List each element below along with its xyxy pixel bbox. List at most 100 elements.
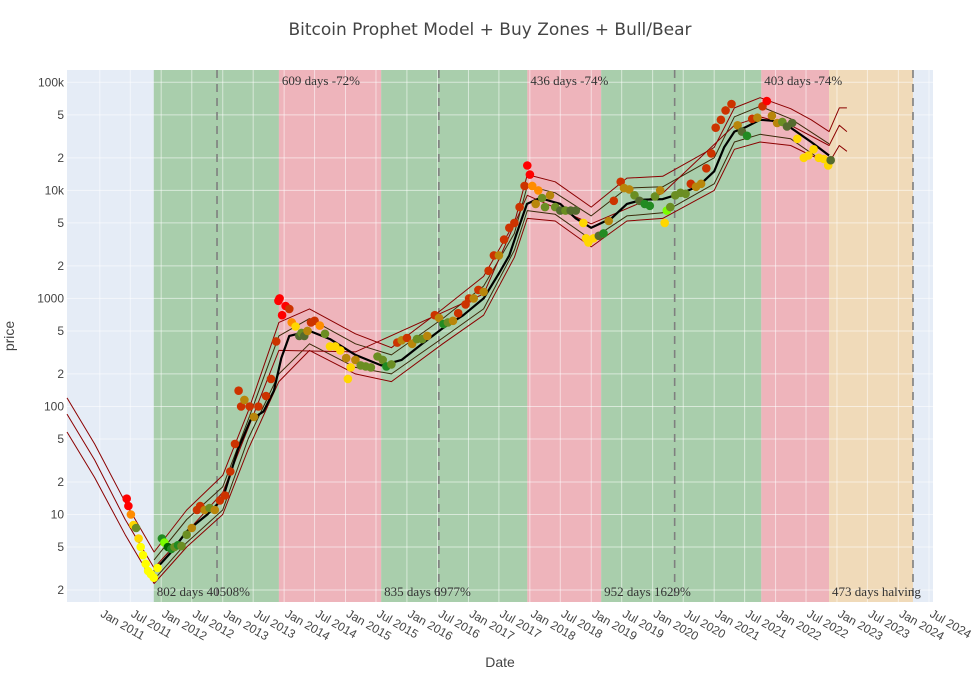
price-point [523,161,532,170]
price-point [579,218,588,228]
price-point [515,202,524,212]
price-point [141,559,150,569]
y-tick-label: 5 [57,216,64,230]
price-point [266,374,276,384]
price-point [707,149,716,158]
price-point [534,186,543,195]
zone-label: 473 days halving [832,584,921,599]
price-point [604,216,613,226]
price-point [609,196,619,206]
price-point [182,530,191,539]
zone-halving [829,70,913,602]
y-tick-label: 100k [38,75,65,89]
price-point [660,218,669,228]
price-point [303,326,312,336]
zone-labels: 802 days 40508% 609 days -72% 835 days 697… [157,73,922,599]
price-point [177,541,186,551]
y-tick-label: 5 [57,540,64,554]
zone-label: 802 days 40508% [157,584,250,599]
y-tick-label: 1000 [37,291,64,305]
zone-label: 403 days -74% [764,73,842,88]
price-point [136,542,145,552]
y-tick-label: 5 [57,108,64,122]
price-point [230,439,240,449]
price-point [727,99,736,109]
price-point [131,523,141,533]
price-point [520,181,529,191]
y-tick-label: 10 [51,508,65,522]
price-points [122,96,835,582]
price-point [650,192,660,201]
price-point [721,106,730,115]
price-point [448,316,458,326]
price-point [423,331,432,341]
zone-label: 436 days -74% [530,73,608,88]
series-line-upper-inner [153,105,830,561]
y-tick-label: 10k [45,183,65,197]
price-point [733,121,742,130]
price-point [499,235,509,244]
price-point [234,386,243,396]
gridlines [67,70,933,602]
price-point [341,353,351,363]
price-point [134,534,143,543]
halving-lines [216,70,914,602]
price-point [153,563,162,573]
price-point [702,164,711,173]
price-point [666,202,675,212]
price-point [762,96,772,106]
price-point [220,491,230,500]
series-line-model [153,118,830,572]
price-point [187,523,197,533]
price-point [655,186,665,195]
price-point [494,251,504,260]
price-point [484,266,493,276]
price-point [149,573,159,582]
price-point [343,374,353,384]
price-point [809,145,818,154]
price-point [571,206,581,215]
price-point [630,191,639,200]
price-point [645,201,655,211]
price-point [510,218,519,228]
price-point [599,229,608,238]
price-point [254,402,263,411]
price-point [285,304,294,314]
y-tick-label: 5 [57,324,64,338]
price-point [336,346,345,355]
price-point [469,294,479,303]
price-point [236,402,246,411]
price-point [291,322,300,331]
price-point [767,111,777,121]
price-point [402,333,412,343]
price-point [240,395,249,405]
price-point [366,363,376,372]
price-point [525,170,535,179]
price-point [261,391,271,401]
price-point [387,360,396,369]
price-point [787,118,797,128]
price-point [545,191,555,200]
zone-buy [601,70,762,602]
price-point [277,310,287,320]
zone-label: 952 days 1629% [604,584,691,599]
y-tick-label: 2 [57,151,64,165]
price-point [527,181,537,191]
price-point [625,185,634,194]
price-point [320,329,330,339]
price-point [453,308,463,318]
price-point [531,199,540,209]
zones-layer [153,70,913,602]
zone-label: 835 days 6977% [384,584,471,599]
zone-bear [761,70,830,602]
price-point [793,134,802,144]
series-line-lower-outer [66,141,848,584]
price-point [819,154,829,164]
price-point [124,501,133,511]
price-point [210,505,220,515]
price-point [479,287,488,297]
price-point [378,355,388,365]
chart-title: Bitcoin Prophet Model + Buy Zones + Bull… [288,20,691,40]
price-point [226,467,235,476]
